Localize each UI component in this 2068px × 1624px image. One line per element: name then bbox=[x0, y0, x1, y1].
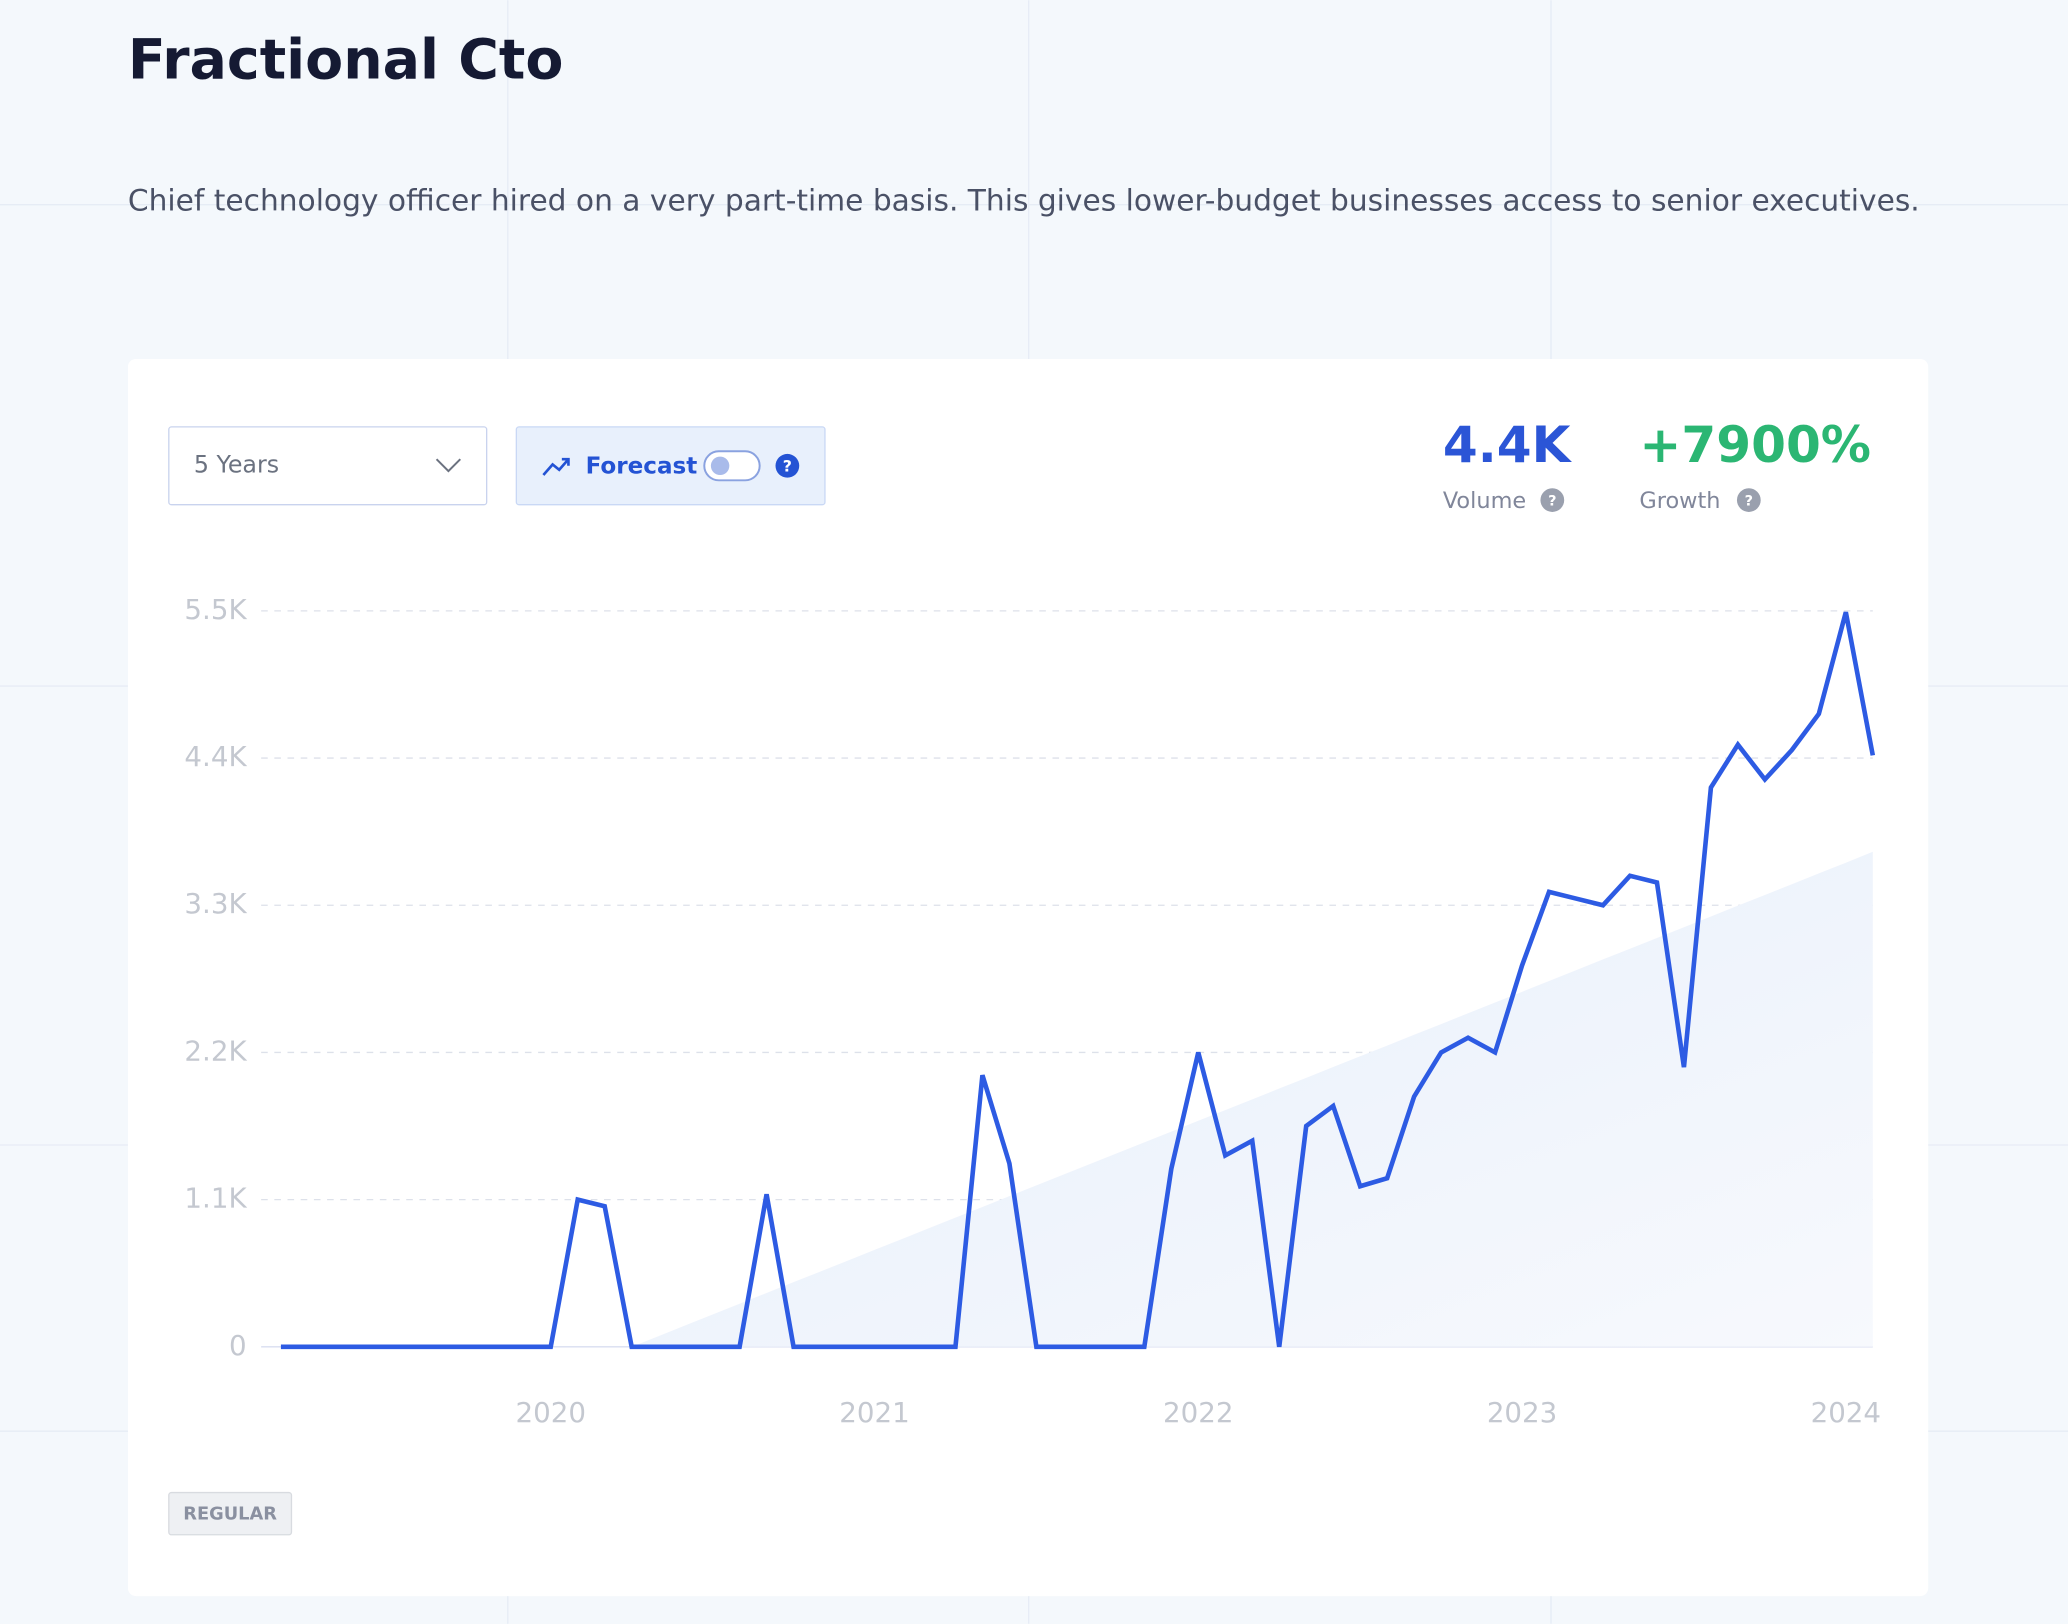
help-mark: ? bbox=[783, 457, 792, 476]
x-tick-label: 2024 bbox=[1811, 1396, 1881, 1429]
range-dropdown[interactable] bbox=[168, 426, 488, 506]
help-mark: ? bbox=[1745, 493, 1753, 509]
help-icon[interactable] bbox=[1736, 488, 1761, 512]
y-tick-label: 1.1K bbox=[184, 1182, 247, 1215]
y-tick-label: 2.2K bbox=[184, 1034, 247, 1067]
help-mark: ? bbox=[1548, 493, 1556, 509]
trend-area bbox=[631, 851, 1873, 1347]
help-icon[interactable] bbox=[775, 453, 800, 478]
toggle-knob bbox=[710, 456, 730, 476]
x-tick-label: 2022 bbox=[1163, 1396, 1233, 1429]
volume-label: Volume bbox=[1443, 488, 1526, 514]
y-tick-label: 0 bbox=[229, 1329, 247, 1362]
trend-icon bbox=[542, 458, 570, 476]
x-tick-label: 2020 bbox=[515, 1396, 585, 1429]
description: Chief technology officer hired on a very… bbox=[128, 183, 1920, 218]
chart: 0 1.1K 2.2K 3.3K 4.4K 5.5K 2020 2021 2022 2023 202… bbox=[184, 593, 1881, 1429]
forecast-button[interactable] bbox=[515, 426, 826, 506]
help-icon[interactable] bbox=[1540, 488, 1565, 512]
volume-value: 4.4K bbox=[1443, 415, 1573, 474]
badge bbox=[168, 1491, 293, 1536]
line bbox=[280, 611, 1876, 1350]
growth-label: Growth bbox=[1639, 488, 1720, 514]
badge-label: REGULAR bbox=[183, 1503, 277, 1524]
range-label: 5 Years bbox=[194, 450, 279, 478]
chevron bbox=[435, 458, 461, 473]
page-title: Fractional Cto bbox=[128, 29, 563, 93]
y-tick-label: 5.5K bbox=[184, 593, 247, 626]
y-tick-label: 3.3K bbox=[184, 887, 247, 920]
forecast-label: Forecast bbox=[586, 454, 698, 480]
trend-icon-head bbox=[561, 457, 570, 466]
x-tick-label: 2023 bbox=[1487, 1396, 1557, 1429]
growth-value: +7900% bbox=[1639, 415, 1871, 474]
x-tick-label: 2021 bbox=[839, 1396, 909, 1429]
y-tick-label: 4.4K bbox=[184, 740, 247, 773]
